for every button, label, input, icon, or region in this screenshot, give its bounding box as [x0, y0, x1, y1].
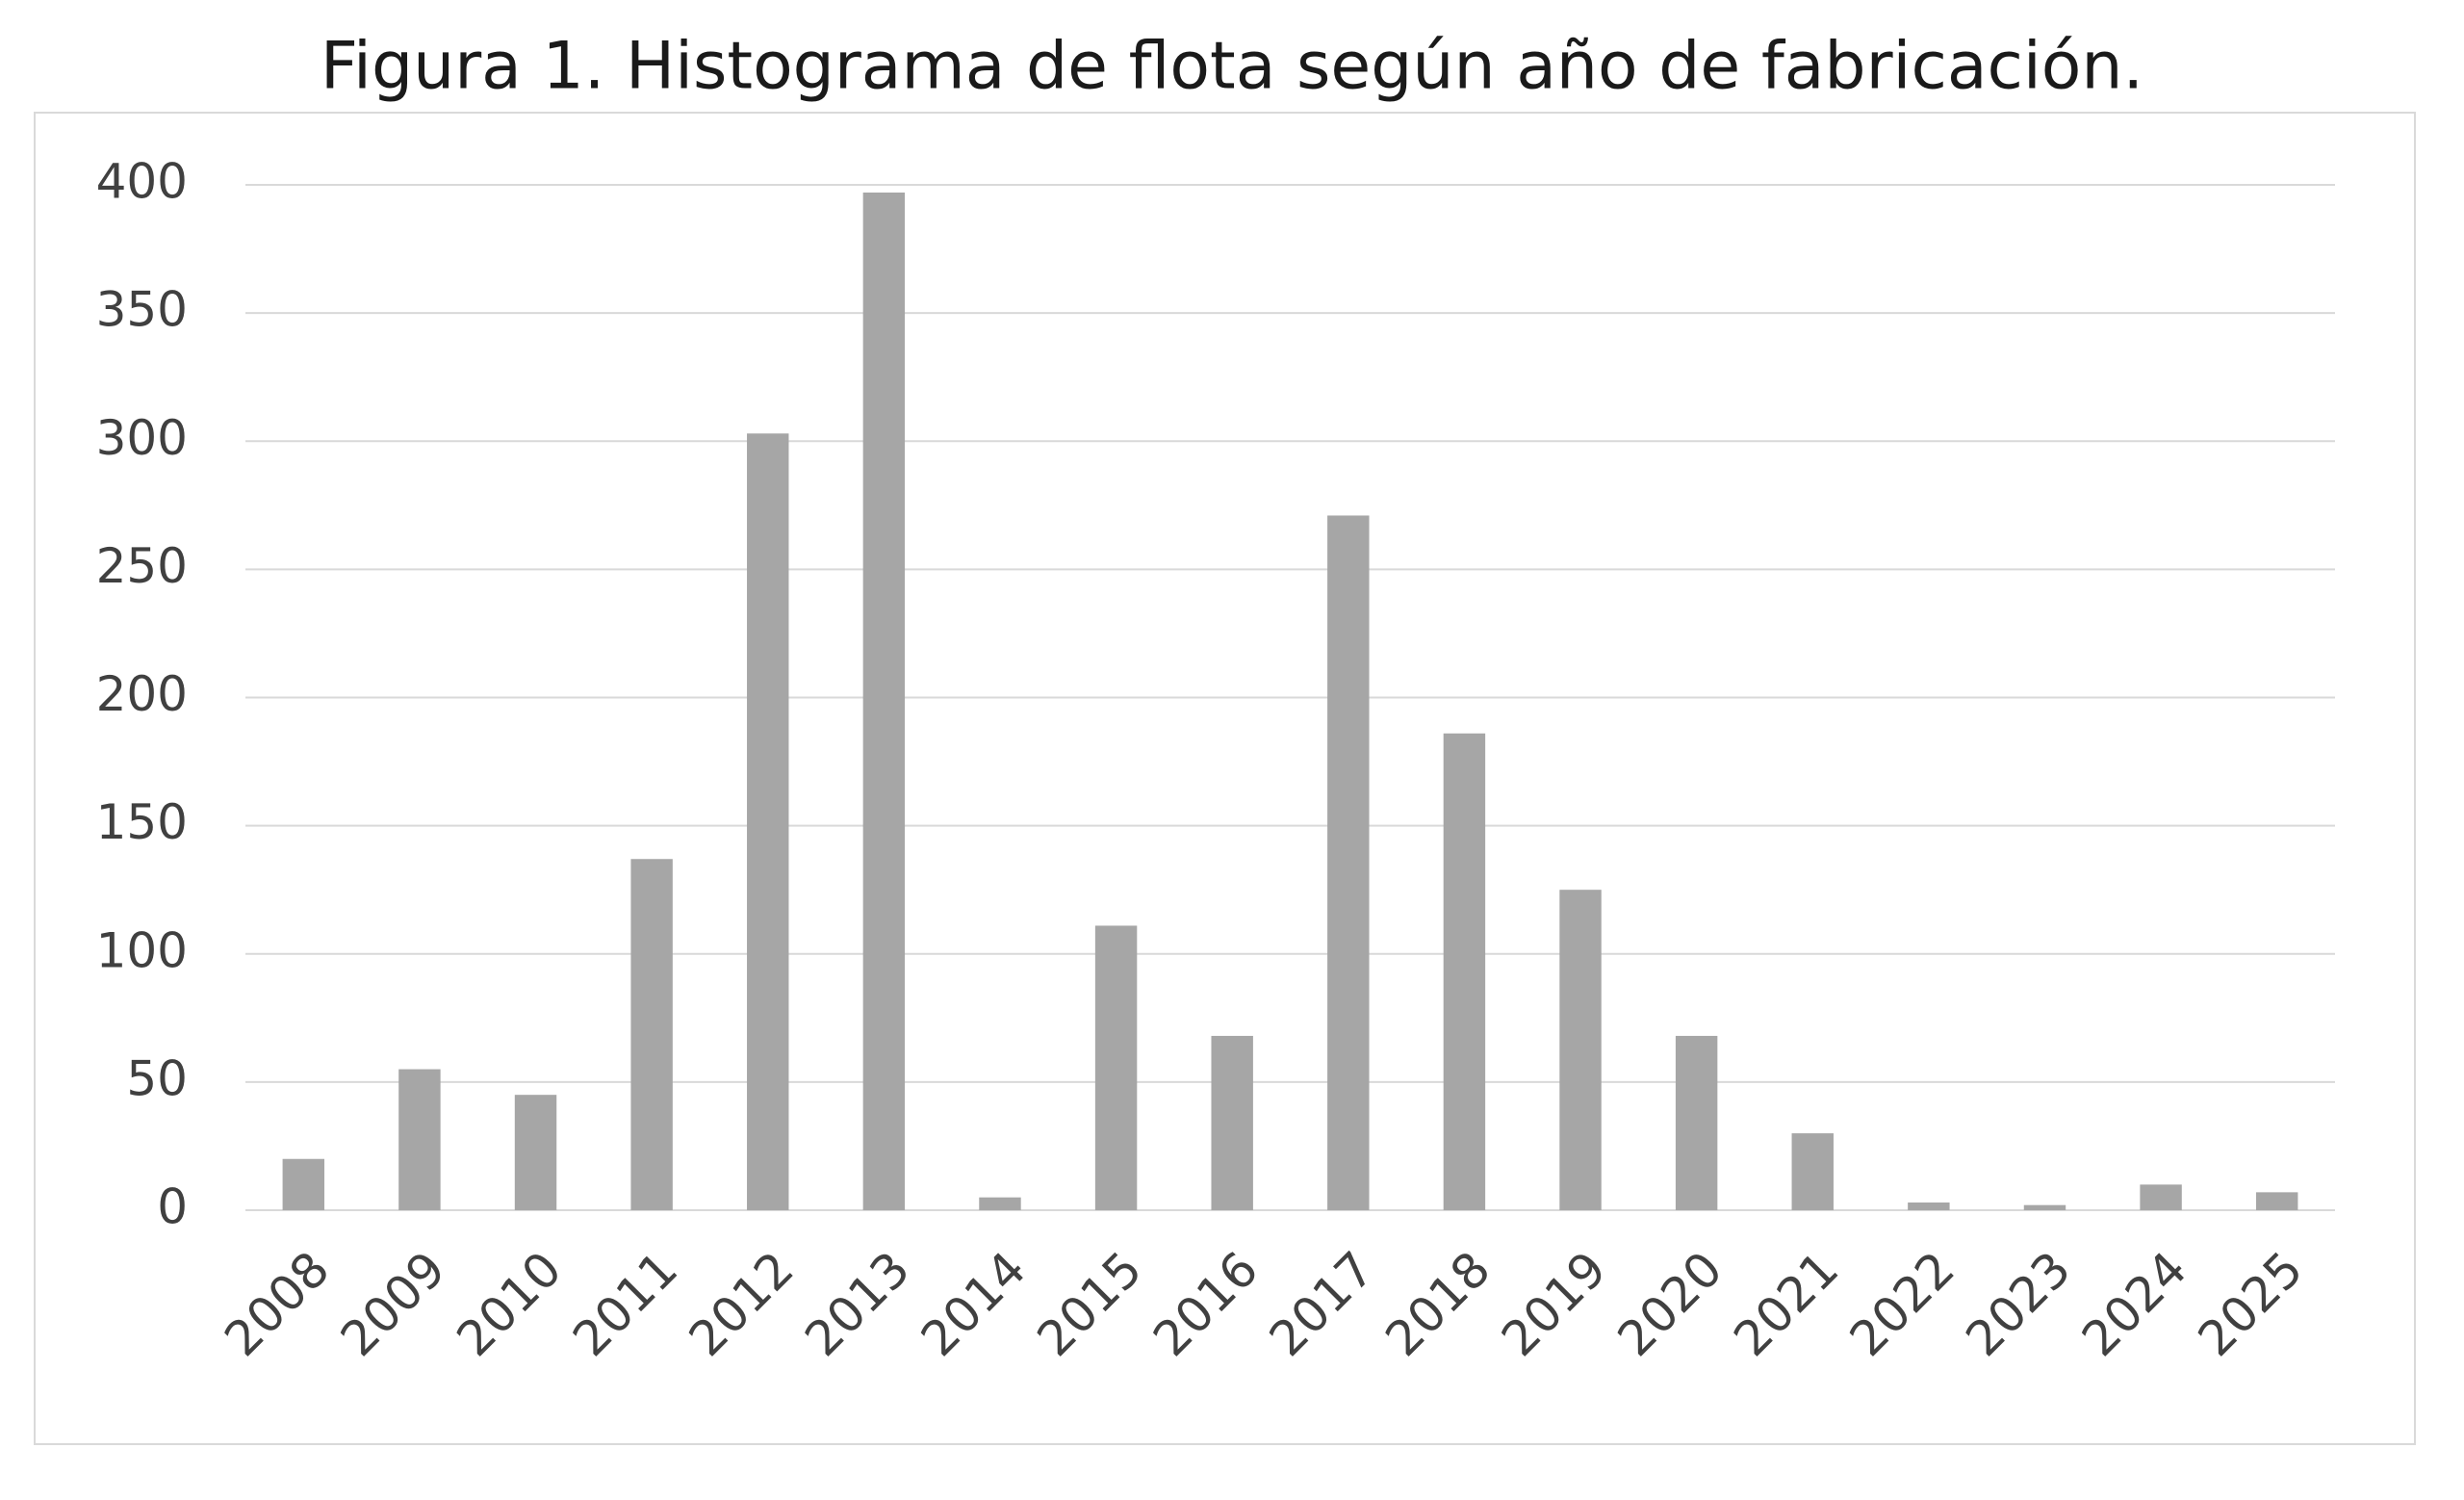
bar	[1211, 1035, 1253, 1210]
y-tick-label: 300	[96, 410, 188, 466]
bar	[747, 433, 789, 1210]
y-tick-label: 400	[96, 154, 188, 210]
y-tick-label: 200	[96, 666, 188, 722]
bar	[1094, 925, 1138, 1210]
y-tick-label: 50	[126, 1050, 188, 1106]
y-tick-label: 100	[96, 922, 188, 978]
chart-border	[34, 112, 2416, 1445]
y-tick-label: 150	[96, 794, 188, 850]
bar	[630, 859, 673, 1210]
bar	[1675, 1035, 1718, 1210]
bar	[1559, 890, 1602, 1210]
bar	[2140, 1184, 2182, 1210]
y-tick-label: 250	[96, 538, 188, 594]
y-tick-label: 350	[96, 282, 188, 338]
bar	[862, 192, 906, 1210]
bar	[2023, 1204, 2066, 1210]
bar	[1327, 515, 1370, 1210]
y-tick-label: 0	[157, 1179, 188, 1235]
bar	[398, 1069, 441, 1210]
bar	[1443, 733, 1486, 1210]
bar	[1791, 1133, 1834, 1210]
bar	[514, 1095, 557, 1210]
bar	[2255, 1192, 2298, 1210]
bar	[1908, 1203, 1950, 1210]
bar	[282, 1158, 325, 1210]
chart-title: Figura 1. Histograma de flota según año …	[321, 29, 2143, 105]
bar	[979, 1197, 1021, 1210]
